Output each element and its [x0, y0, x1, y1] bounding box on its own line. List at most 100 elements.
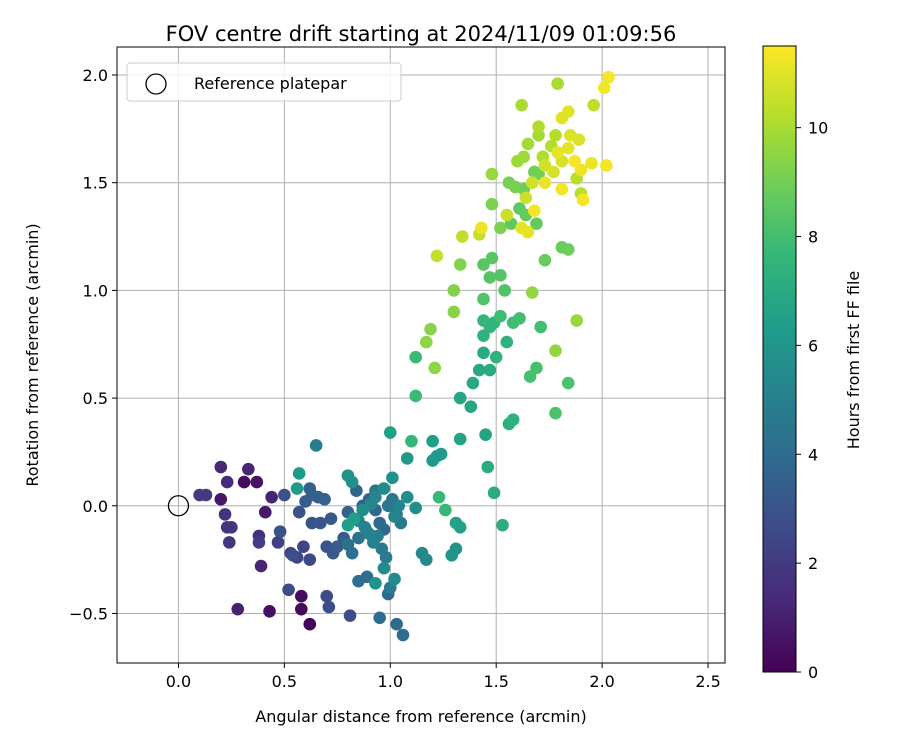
y-tick-label: 0.5 — [83, 389, 108, 408]
data-point — [508, 180, 522, 194]
data-point — [523, 370, 537, 383]
data-point — [500, 208, 514, 222]
data-point — [320, 589, 334, 603]
data-point — [449, 542, 463, 556]
data-point — [309, 439, 323, 452]
data-point — [439, 503, 452, 517]
colorbar-tick-label: 4 — [808, 445, 818, 464]
colorbar-tick-label: 8 — [808, 228, 818, 247]
data-points — [193, 70, 615, 642]
data-point — [373, 611, 386, 625]
data-point — [303, 482, 317, 495]
data-point — [568, 154, 581, 168]
data-point — [600, 159, 613, 172]
data-point — [530, 361, 543, 375]
data-point — [487, 486, 501, 500]
data-point — [479, 428, 492, 441]
data-point — [242, 462, 255, 476]
x-tick-label: 1.5 — [483, 672, 508, 691]
data-point — [485, 197, 499, 211]
data-point — [265, 490, 278, 504]
data-point — [477, 292, 490, 306]
data-point — [432, 490, 446, 504]
data-point — [453, 391, 467, 405]
data-point — [447, 305, 461, 319]
chart-title: FOV centre drift starting at 2024/11/09 … — [166, 22, 677, 46]
data-point — [362, 527, 376, 541]
y-tick-label: −0.5 — [69, 604, 108, 623]
data-point — [506, 413, 520, 426]
data-point — [453, 521, 467, 534]
data-point — [405, 434, 418, 448]
data-point — [322, 600, 336, 614]
data-point — [464, 400, 478, 413]
x-tick-label: 0.5 — [272, 672, 297, 691]
data-point — [475, 221, 488, 235]
data-point — [456, 230, 469, 243]
colorbar-fill — [763, 46, 796, 672]
data-point — [419, 335, 433, 349]
data-point — [534, 320, 547, 334]
colorbar-tick-label: 0 — [808, 663, 818, 682]
data-point — [426, 434, 439, 448]
data-point — [500, 335, 514, 349]
data-point — [561, 141, 575, 155]
data-point — [519, 191, 533, 205]
data-point — [483, 363, 497, 377]
data-point — [258, 505, 272, 519]
data-point — [220, 475, 234, 489]
data-point — [292, 505, 306, 519]
y-tick-label: 1.0 — [83, 281, 108, 300]
data-point — [303, 553, 317, 566]
colorbar-frame — [762, 45, 797, 673]
data-point — [282, 583, 295, 597]
data-point — [400, 452, 414, 465]
reference-marker — [167, 495, 190, 517]
data-point — [551, 146, 564, 159]
data-point — [525, 176, 539, 189]
data-point — [390, 617, 403, 631]
data-point — [252, 536, 266, 549]
data-point — [263, 605, 276, 618]
data-point — [574, 163, 588, 177]
data-point — [477, 346, 490, 360]
data-point — [532, 167, 545, 181]
data-point — [538, 253, 552, 267]
data-point — [290, 482, 304, 495]
data-point — [561, 376, 575, 390]
data-point — [369, 577, 382, 590]
data-point — [218, 508, 232, 521]
plot-frame — [116, 46, 726, 664]
legend-entry: Reference platepar — [194, 74, 347, 93]
data-point — [388, 510, 401, 523]
data-point — [424, 322, 437, 336]
data-point — [494, 309, 507, 323]
data-point — [356, 503, 370, 517]
data-point — [409, 350, 423, 364]
data-point — [377, 482, 391, 495]
data-point — [383, 426, 397, 439]
data-point — [494, 269, 507, 282]
data-point — [341, 538, 355, 551]
data-point — [513, 312, 526, 325]
data-point — [400, 490, 414, 504]
data-point — [271, 536, 285, 549]
data-point — [324, 512, 338, 525]
colorbar-tick-label: 2 — [808, 554, 818, 573]
data-point — [419, 553, 433, 566]
colorbar-ticks: 0 2 4 6 8 10 — [796, 119, 828, 682]
data-point — [273, 525, 287, 538]
data-point — [453, 432, 467, 446]
data-point — [331, 540, 344, 553]
data-point — [345, 475, 359, 489]
data-point — [549, 406, 562, 420]
data-point — [214, 460, 228, 474]
data-point — [477, 314, 490, 327]
data-point — [521, 137, 535, 151]
data-point — [517, 150, 531, 164]
data-point — [396, 628, 410, 642]
colorbar: 0 2 4 6 8 10 Hours from first FF file — [762, 45, 863, 682]
data-point — [314, 516, 327, 530]
data-point — [489, 350, 503, 364]
x-tick-label: 2.5 — [695, 672, 720, 691]
